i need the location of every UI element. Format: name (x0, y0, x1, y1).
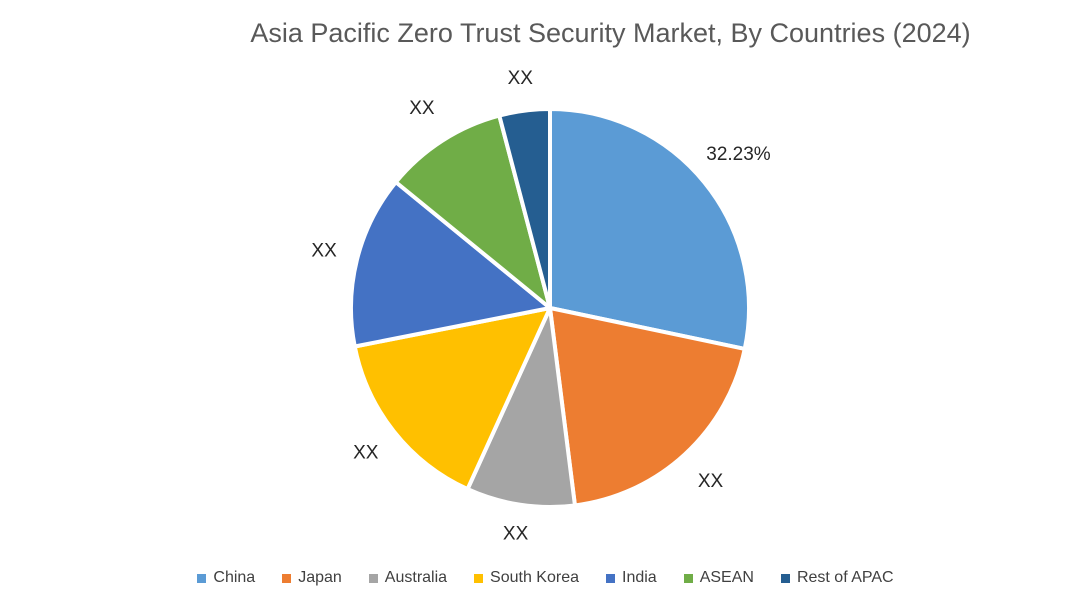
legend-swatch-rest-of-apac (780, 573, 790, 583)
legend-label-south-korea: South Korea (490, 569, 579, 586)
pie-slice-india (349, 180, 552, 349)
legend-label-australia: Australia (384, 569, 448, 586)
legend-label-japan: Japan (298, 569, 342, 586)
legend: China Japan Australia South Korea India ASEAN… (0, 564, 1091, 592)
pie-slice-rest-of-apac (497, 107, 552, 310)
legend-label-china: China (213, 569, 256, 586)
legend-label-india: India (622, 569, 657, 586)
data-label-asean: XX (409, 98, 435, 119)
data-label-china: 32.23% (706, 144, 771, 165)
legend-swatch-india (606, 573, 615, 583)
legend-item-india: India (606, 569, 657, 587)
pie-slice-australia (465, 306, 577, 509)
pie-slice-japan (548, 306, 747, 508)
legend-item-australia: Australia (368, 569, 448, 587)
data-label-australia: XX (503, 523, 529, 544)
legend-swatch-south-korea (474, 573, 484, 583)
pie-slice-south-korea (352, 306, 552, 492)
legend-item-japan: Japan (282, 569, 342, 587)
legend-item-rest-of-apac: Rest of APAC (780, 569, 894, 587)
legend-item-asean: ASEAN (683, 569, 754, 587)
legend-swatch-asean (683, 573, 693, 583)
data-label-japan: XX (698, 471, 724, 492)
pie-slice-china (548, 107, 751, 351)
legend-item-china: China (197, 569, 255, 587)
legend-swatch-china (197, 573, 207, 583)
legend-swatch-australia (368, 573, 378, 583)
data-label-south-korea: XX (353, 443, 379, 464)
legend-swatch-japan (282, 573, 292, 583)
legend-label-rest-of-apac: Rest of APAC (796, 569, 894, 586)
chart-title: Asia Pacific Zero Trust Security Market,… (250, 18, 971, 48)
legend-item-south-korea: South Korea (474, 569, 579, 587)
data-label-india: XX (311, 241, 337, 262)
data-label-rest-of-apac: XX (508, 68, 534, 89)
legend-label-asean: ASEAN (699, 569, 754, 586)
